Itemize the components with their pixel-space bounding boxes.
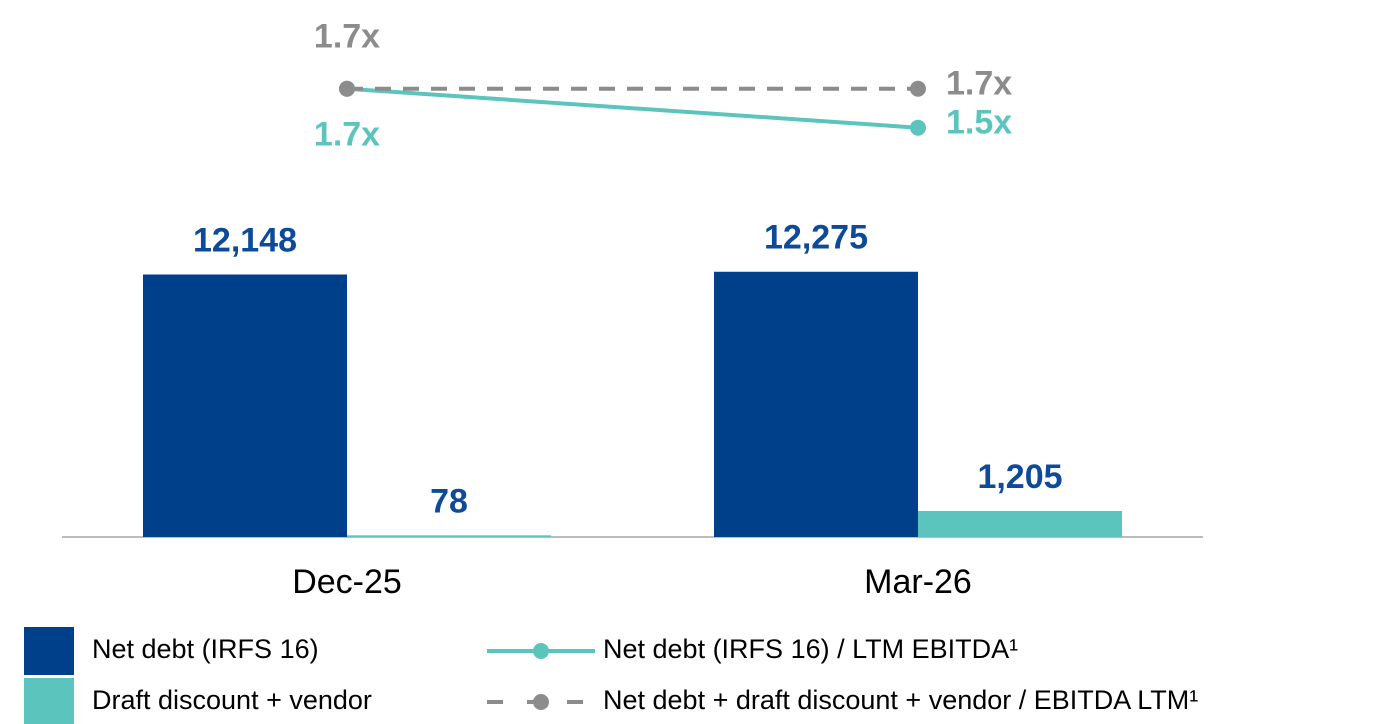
x-tick-label: Dec-25: [292, 563, 402, 601]
bar: [918, 510, 1122, 537]
line-value-label: 1.7x: [314, 116, 380, 154]
legend-label: Draft discount + vendor: [92, 685, 372, 715]
line: [346, 86, 919, 130]
line-point: [910, 119, 926, 136]
bar: [347, 535, 551, 538]
legend-label: Net debt + draft discount + vendor / EBI…: [603, 685, 1198, 715]
bar: [714, 271, 918, 537]
bar: [143, 274, 347, 537]
line-point: [339, 80, 355, 97]
legend-label: Net debt (IRFS 16): [92, 634, 319, 664]
bar-value-label: 12,148: [193, 221, 297, 259]
legend-marker: [533, 694, 549, 710]
legend-marker: [533, 643, 549, 659]
line-value-label: 1.7x: [314, 18, 380, 56]
line-value-label: 1.5x: [946, 104, 1012, 142]
bar-value-label: 12,275: [764, 219, 868, 257]
legend-swatch: [24, 627, 74, 675]
bar-value-label: 1,205: [977, 458, 1062, 496]
line-point: [910, 80, 926, 97]
line-value-label: 1.7x: [946, 65, 1012, 103]
x-tick-label: Mar-26: [864, 563, 972, 601]
legend-label: Net debt (IRFS 16) / LTM EBITDA¹: [603, 634, 1018, 664]
legend-swatch: [24, 678, 74, 724]
bar-value-label: 78: [430, 482, 468, 520]
